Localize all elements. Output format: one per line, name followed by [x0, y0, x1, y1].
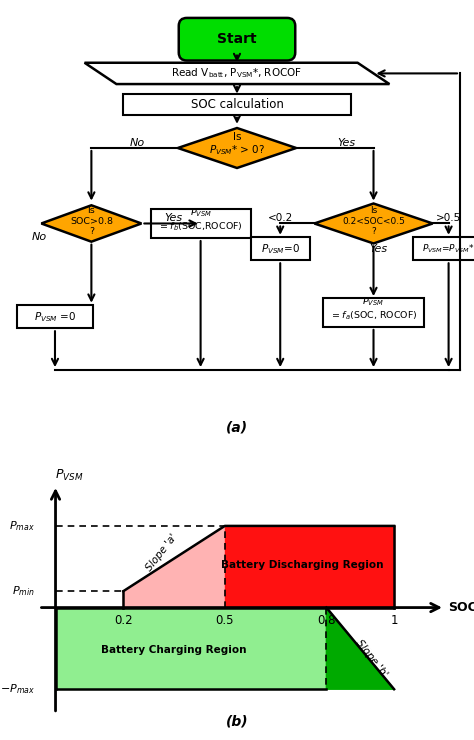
Text: Yes: Yes	[164, 212, 182, 223]
Text: $P_{VSM}$: $P_{VSM}$	[55, 468, 83, 483]
Text: SOC: SOC	[448, 601, 474, 614]
Text: >0.5: >0.5	[436, 212, 461, 223]
Polygon shape	[178, 128, 296, 168]
Text: Is
SOC>0.8
?: Is SOC>0.8 ?	[70, 206, 113, 236]
FancyBboxPatch shape	[323, 297, 424, 327]
Text: No: No	[31, 232, 46, 242]
FancyBboxPatch shape	[251, 238, 310, 260]
Text: 1: 1	[391, 614, 398, 627]
Text: $P_{VSM}$=0: $P_{VSM}$=0	[261, 242, 300, 256]
Text: Yes: Yes	[337, 138, 356, 148]
FancyBboxPatch shape	[413, 238, 474, 260]
FancyBboxPatch shape	[123, 94, 351, 115]
Text: Read V$_{\rm batt}$, P$_{\rm VSM}$*, ROCOF: Read V$_{\rm batt}$, P$_{\rm VSM}$*, ROC…	[172, 67, 302, 81]
Text: $P_{VSM}$
$= f_b$(SOC,ROCOF): $P_{VSM}$ $= f_b$(SOC,ROCOF)	[158, 206, 243, 233]
Polygon shape	[55, 608, 327, 689]
Polygon shape	[84, 63, 390, 84]
Text: Slope 'a': Slope 'a'	[145, 531, 180, 573]
Polygon shape	[41, 205, 141, 242]
Text: Yes: Yes	[369, 244, 387, 255]
Polygon shape	[327, 608, 394, 689]
Text: $P_{min}$: $P_{min}$	[12, 585, 35, 598]
Text: <0.2: <0.2	[268, 212, 293, 223]
FancyBboxPatch shape	[179, 18, 295, 61]
Text: 0.5: 0.5	[216, 614, 234, 627]
FancyBboxPatch shape	[151, 209, 251, 238]
Text: $P_{VSM}$ =0: $P_{VSM}$ =0	[34, 310, 76, 323]
Text: (b): (b)	[226, 715, 248, 729]
Text: $P_{VSM}$=$P_{VSM}$*: $P_{VSM}$=$P_{VSM}$*	[422, 243, 474, 255]
Polygon shape	[314, 204, 433, 243]
Polygon shape	[123, 526, 225, 608]
Text: (a): (a)	[226, 421, 248, 434]
Text: $P_{VSM}$
$=f_a$(SOC, ROCOF): $P_{VSM}$ $=f_a$(SOC, ROCOF)	[329, 295, 418, 322]
Text: $P_{max}$: $P_{max}$	[9, 519, 35, 533]
Text: No: No	[129, 138, 145, 148]
Text: Slope 'b': Slope 'b'	[355, 638, 390, 679]
Polygon shape	[225, 526, 394, 608]
Text: Is
0.2<SOC<0.5
?: Is 0.2<SOC<0.5 ?	[342, 206, 405, 236]
Text: Battery Discharging Region: Battery Discharging Region	[221, 560, 384, 570]
Text: Battery Charging Region: Battery Charging Region	[101, 645, 247, 655]
Text: Start: Start	[217, 33, 257, 46]
FancyBboxPatch shape	[18, 305, 92, 329]
Text: 0.2: 0.2	[114, 614, 133, 627]
Text: 0.8: 0.8	[317, 614, 336, 627]
Text: $-P_{max}$: $-P_{max}$	[0, 682, 35, 696]
Text: SOC calculation: SOC calculation	[191, 98, 283, 111]
Text: Is
$P_{VSM}$* > 0?: Is $P_{VSM}$* > 0?	[209, 132, 265, 158]
